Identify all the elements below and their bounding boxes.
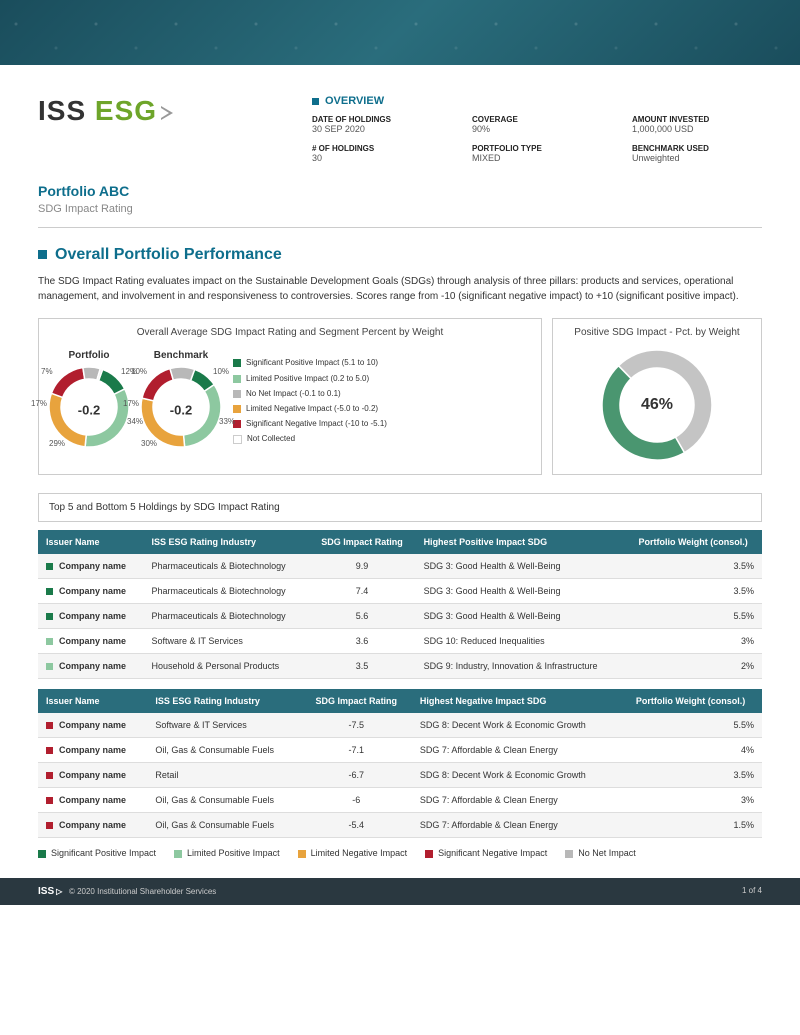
tbody-bottom: Company nameSoftware & IT Services-7.5SD…	[38, 713, 762, 838]
legend-item: No Net Impact	[565, 848, 636, 858]
header-band	[0, 0, 800, 65]
table-row: Company nameOil, Gas & Consumable Fuels-…	[38, 788, 762, 813]
th-weight2: Portfolio Weight (consol.)	[619, 689, 762, 713]
donut-legend: Significant Positive Impact (5.1 to 10) …	[233, 355, 387, 446]
section-title: Overall Portfolio Performance	[38, 246, 762, 264]
leg-notcol: Not Collected	[233, 431, 387, 446]
ov-date-val: 30 SEP 2020	[312, 124, 442, 134]
chart-left-title: Overall Average SDG Impact Rating and Se…	[49, 327, 531, 338]
legend-item: Limited Negative Impact	[298, 848, 408, 858]
leg-limpos: Limited Positive Impact (0.2 to 5.0)	[233, 371, 387, 386]
ov-coverage-val: 90%	[472, 124, 602, 134]
positive-donut: 46%	[563, 350, 751, 460]
table-row: Company namePharmaceuticals & Biotechnol…	[38, 579, 762, 604]
ov-ptype-label: PORTFOLIO TYPE	[472, 144, 602, 153]
th-pos-sdg: Highest Positive Impact SDG	[416, 530, 625, 554]
th-rating2: SDG Impact Rating	[301, 689, 412, 713]
ov-holdings-val: 30	[312, 153, 442, 163]
table-row: Company nameRetail-6.7SDG 8: Decent Work…	[38, 763, 762, 788]
table-caption: Top 5 and Bottom 5 Holdings by SDG Impac…	[38, 493, 762, 522]
ov-amount-label: AMOUNT INVESTED	[632, 115, 762, 124]
tbody-top: Company namePharmaceuticals & Biotechnol…	[38, 554, 762, 679]
benchmark-donut-col: Benchmark -0.210%33%30%17%10%	[141, 350, 221, 452]
legend-item: Limited Positive Impact	[174, 848, 280, 858]
leg-signeg: Significant Negative Impact (-10 to -5.1…	[233, 416, 387, 431]
th-weight: Portfolio Weight (consol.)	[624, 530, 762, 554]
footer-logo: ISS	[38, 886, 62, 897]
table-row: Company namePharmaceuticals & Biotechnol…	[38, 604, 762, 629]
table-row: Company nameOil, Gas & Consumable Fuels-…	[38, 738, 762, 763]
logo: ISS ESG	[38, 95, 173, 127]
footer-copyright: © 2020 Institutional Shareholder Service…	[69, 887, 216, 896]
overview-title: OVERVIEW	[312, 95, 762, 107]
section-desc: The SDG Impact Rating evaluates impact o…	[38, 274, 762, 304]
chart-box-segments: Overall Average SDG Impact Rating and Se…	[38, 318, 542, 475]
th-industry: ISS ESG Rating Industry	[144, 530, 309, 554]
logo-iss: ISS	[38, 95, 86, 126]
th-neg-sdg: Highest Negative Impact SDG	[412, 689, 619, 713]
page-content: ISS ESG OVERVIEW DATE OF HOLDINGS30 SEP …	[0, 65, 800, 878]
ov-amount-val: 1,000,000 USD	[632, 124, 762, 134]
portfolio-name: Portfolio ABC	[38, 183, 762, 199]
portfolio-donut: -0.212%34%29%17%7%	[49, 367, 129, 452]
ov-bench-label: BENCHMARK USED	[632, 144, 762, 153]
subtitle: SDG Impact Rating	[38, 203, 762, 215]
separator	[38, 227, 762, 228]
th-issuer2: Issuer Name	[38, 689, 147, 713]
leg-nonet: No Net Impact (-0.1 to 0.1)	[233, 386, 387, 401]
th-industry2: ISS ESG Rating Industry	[147, 689, 300, 713]
ov-bench-val: Unweighted	[632, 153, 762, 163]
th-rating: SDG Impact Rating	[308, 530, 415, 554]
leg-sigpos: Significant Positive Impact (5.1 to 10)	[233, 355, 387, 370]
logo-arrow-icon	[161, 106, 173, 120]
footer-page: 1 of 4	[742, 886, 762, 897]
table-row: Company nameSoftware & IT Services-7.5SD…	[38, 713, 762, 738]
ov-ptype-val: MIXED	[472, 153, 602, 163]
portfolio-donut-col: Portfolio -0.212%34%29%17%7%	[49, 350, 129, 452]
benchmark-donut-label: Benchmark	[141, 350, 221, 361]
table-row: Company nameHousehold & Personal Product…	[38, 654, 762, 679]
table-row: Company namePharmaceuticals & Biotechnol…	[38, 554, 762, 579]
logo-block: ISS ESG	[38, 95, 173, 127]
ov-coverage-label: COVERAGE	[472, 115, 602, 124]
table-row: Company nameSoftware & IT Services3.6SDG…	[38, 629, 762, 654]
legend-item: Significant Positive Impact	[38, 848, 156, 858]
benchmark-donut: -0.210%33%30%17%10%	[141, 367, 221, 452]
bottom-legend: Significant Positive Impact Limited Posit…	[38, 848, 762, 858]
table-top5: Issuer Name ISS ESG Rating Industry SDG …	[38, 530, 762, 679]
overview-block: OVERVIEW DATE OF HOLDINGS30 SEP 2020 COV…	[312, 95, 762, 163]
ov-holdings-label: # OF HOLDINGS	[312, 144, 442, 153]
logo-esg: ESG	[95, 95, 157, 126]
chart-box-positive: Positive SDG Impact - Pct. by Weight 46%	[552, 318, 762, 475]
chart-right-title: Positive SDG Impact - Pct. by Weight	[563, 327, 751, 338]
leg-limneg: Limited Negative Impact (-5.0 to -0.2)	[233, 401, 387, 416]
footer: ISS © 2020 Institutional Shareholder Ser…	[0, 878, 800, 905]
portfolio-donut-label: Portfolio	[49, 350, 129, 361]
legend-item: Significant Negative Impact	[425, 848, 547, 858]
table-bottom5: Issuer Name ISS ESG Rating Industry SDG …	[38, 689, 762, 838]
table-row: Company nameOil, Gas & Consumable Fuels-…	[38, 813, 762, 838]
ov-date-label: DATE OF HOLDINGS	[312, 115, 442, 124]
th-issuer: Issuer Name	[38, 530, 144, 554]
